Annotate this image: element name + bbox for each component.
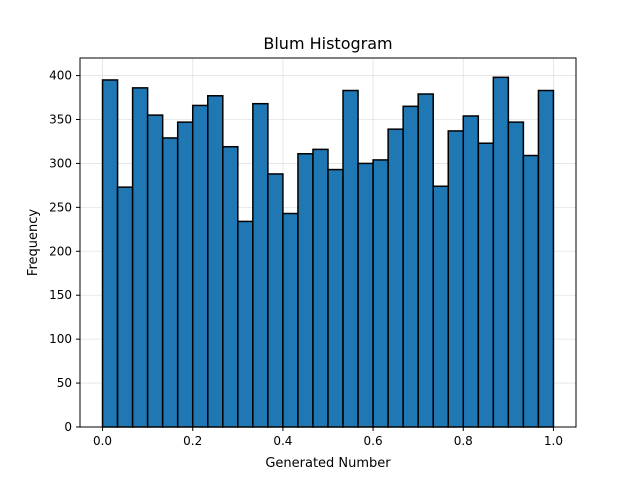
x-tick-label: 0.4 (273, 434, 292, 448)
histogram-bar (507, 121, 525, 428)
y-tick-label: 0 (64, 420, 72, 434)
histogram-bar (462, 115, 480, 428)
x-tick-label: 1.0 (544, 434, 563, 448)
y-tick-label: 200 (49, 244, 72, 258)
histogram-bar (537, 89, 555, 428)
histogram-bar (222, 145, 239, 428)
histogram-bar (402, 105, 419, 428)
histogram-bar (131, 87, 149, 428)
y-tick-label: 300 (49, 156, 72, 170)
histogram-bar (327, 168, 344, 428)
histogram-bar (477, 142, 495, 428)
ticks-layer: 0.0 0.2 0.4 0.6 0.8 1.0 0 50 100 150 200 250 300 350 4… (49, 69, 563, 448)
histogram-bar (252, 102, 269, 428)
histogram-bar (191, 104, 209, 428)
y-tick-label: 400 (49, 69, 72, 83)
histogram-bar (116, 186, 134, 428)
histogram-bar (282, 212, 299, 428)
x-tick-label: 0.0 (93, 434, 112, 448)
histogram-bar (267, 173, 284, 428)
x-tick-label: 0.6 (364, 434, 383, 448)
x-tick-label: 0.2 (183, 434, 202, 448)
histogram-bar (312, 148, 329, 428)
histogram-bar (342, 89, 359, 428)
histogram-bar (447, 130, 465, 428)
bars-layer (101, 76, 555, 428)
histogram-bar (297, 153, 314, 428)
y-axis-label: Frequency (26, 209, 41, 276)
y-tick-label: 250 (49, 200, 72, 214)
histogram-bar (387, 128, 404, 428)
x-tick-label: 0.8 (454, 434, 473, 448)
histogram-bar (357, 162, 374, 428)
histogram-bar (176, 121, 194, 428)
histogram-bar (372, 159, 389, 428)
histogram-bar (207, 95, 224, 428)
histogram-bar (101, 79, 119, 428)
histogram-bar (146, 114, 164, 428)
histogram-bar (237, 220, 254, 428)
histogram-bar (417, 93, 434, 428)
histogram-bar (161, 137, 179, 428)
y-tick-label: 150 (49, 288, 72, 302)
y-tick-label: 350 (49, 113, 72, 127)
y-tick-label: 50 (57, 376, 72, 390)
plot-frame (79, 57, 577, 428)
histogram-bar (492, 76, 510, 428)
histogram-bar (432, 185, 449, 428)
y-tick-label: 100 (49, 332, 72, 346)
chart-title: Blum Histogram (263, 34, 392, 53)
x-axis-label: Generated Number (265, 456, 391, 471)
histogram-bar (522, 154, 540, 428)
